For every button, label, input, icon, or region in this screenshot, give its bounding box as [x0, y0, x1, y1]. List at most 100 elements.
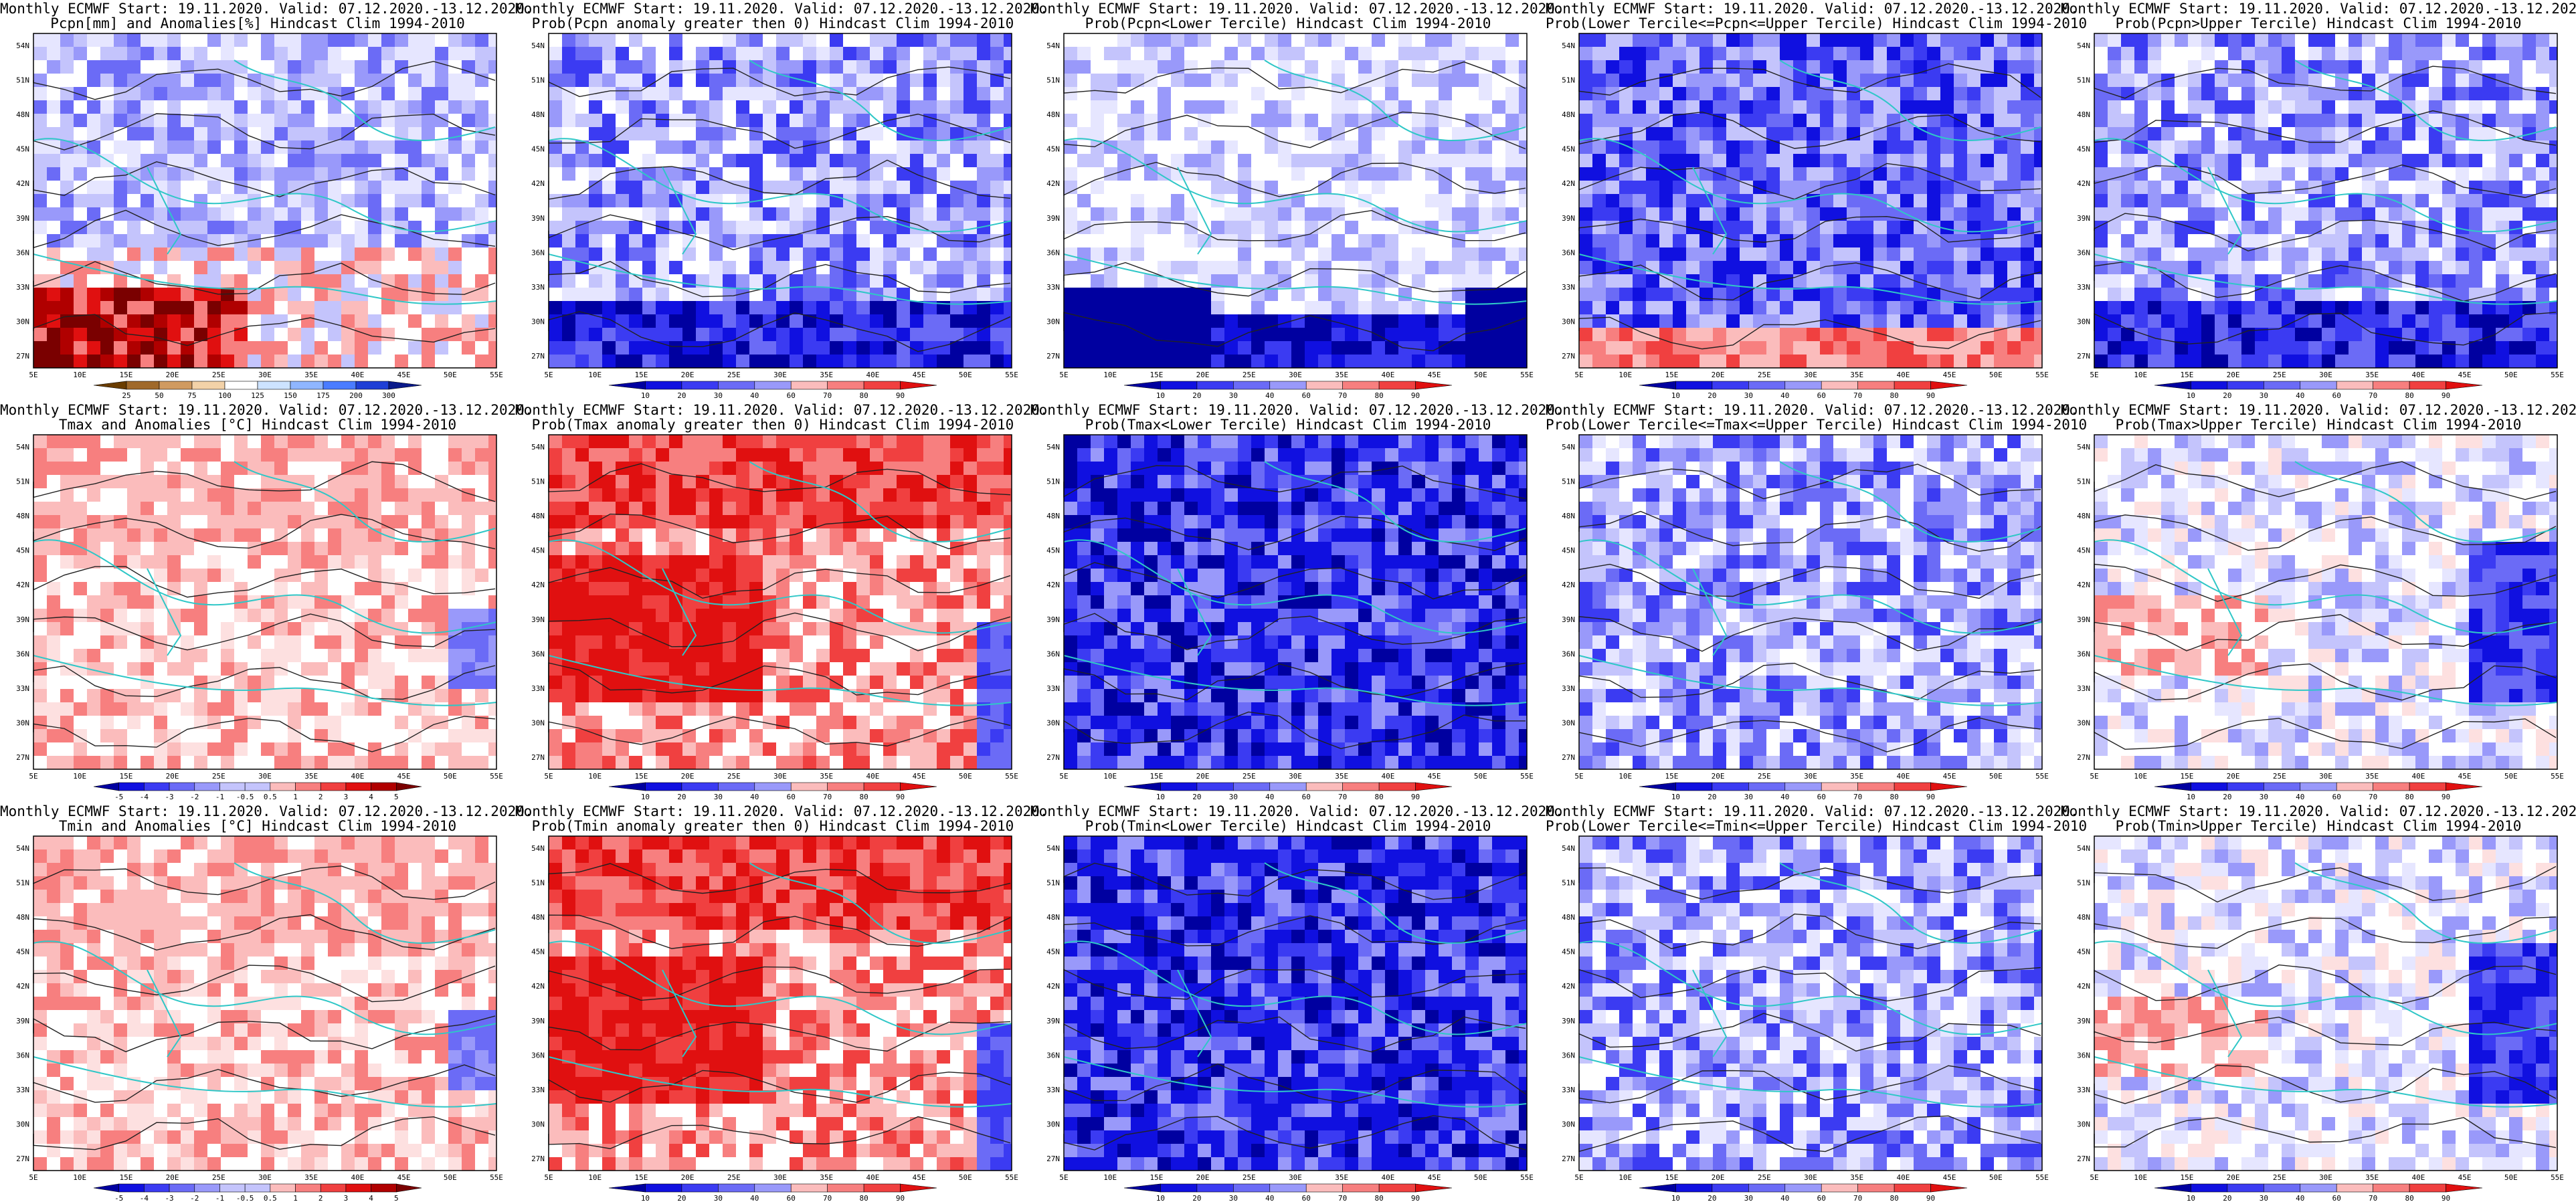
field-cell — [1077, 167, 1091, 181]
field-cell — [408, 207, 422, 221]
field-cell — [154, 341, 167, 355]
field-cell — [1265, 221, 1278, 234]
field-cell — [2241, 114, 2255, 127]
field-cell — [207, 515, 221, 528]
map-panel-pcpn-prob-middle: Monthly ECMWF Start: 19.11.2020. Valid: … — [1546, 0, 2087, 401]
field-cell — [448, 488, 462, 502]
field-cell — [448, 435, 462, 448]
field-cell — [1673, 221, 1686, 234]
field-cell — [274, 60, 288, 74]
field-cell — [2021, 87, 2034, 100]
field-cell — [1331, 74, 1345, 87]
lat-tick-label: 54N — [1046, 41, 1060, 50]
field-cell — [1713, 127, 1726, 140]
field-cell — [2549, 181, 2557, 194]
field-cell — [248, 127, 261, 140]
field-cell — [1900, 194, 1914, 207]
field-cell — [100, 301, 114, 314]
field-cell — [1372, 194, 1385, 207]
field-cell — [776, 74, 790, 87]
field-cell — [642, 127, 656, 140]
field-cell — [1425, 74, 1439, 87]
field-cell — [2161, 288, 2175, 301]
field-cell — [314, 328, 328, 341]
field-cell — [1224, 87, 1238, 100]
field-cell — [221, 194, 234, 207]
field-cell — [194, 207, 207, 221]
colorbar-swatch — [355, 381, 389, 390]
field-cell — [422, 341, 435, 355]
field-cell — [2034, 127, 2042, 140]
lon-tick-label: 25E — [1758, 371, 1771, 379]
field-cell — [355, 33, 368, 47]
lat-tick-label: 42N — [2077, 179, 2090, 188]
field-cell — [181, 33, 194, 47]
field-cell — [422, 74, 435, 87]
field-cell — [1064, 114, 1077, 127]
field-cell — [1104, 33, 1117, 47]
field-cell — [1091, 301, 1104, 314]
field-cell — [1873, 341, 1887, 355]
field-cell — [2161, 167, 2175, 181]
field-cell — [60, 555, 74, 569]
field-cell — [2215, 261, 2228, 274]
field-cell — [1847, 301, 1860, 314]
field-cell — [1592, 341, 1606, 355]
field-cell — [562, 274, 575, 288]
field-cell — [950, 328, 963, 341]
lat-tick-label: 54N — [2077, 41, 2090, 50]
field-cell — [696, 114, 709, 127]
field-cell — [1439, 60, 1452, 74]
field-cell — [207, 194, 221, 207]
field-cell — [1579, 355, 1592, 368]
field-cell — [114, 234, 127, 247]
field-cell — [2161, 314, 2175, 328]
field-cell — [2482, 314, 2496, 328]
field-cell — [589, 234, 602, 247]
field-cell — [60, 462, 74, 475]
field-cell — [1633, 207, 1646, 221]
field-cell — [1004, 341, 1012, 355]
field-cell — [897, 167, 910, 181]
field-cell — [1753, 167, 1766, 181]
field-cell — [1385, 274, 1398, 288]
field-cell — [1004, 314, 1012, 328]
field-cell — [549, 154, 562, 167]
field-cell — [33, 100, 47, 114]
field-cell — [274, 515, 288, 528]
field-cell — [656, 341, 669, 355]
field-cell — [897, 261, 910, 274]
field-cell — [2536, 247, 2549, 261]
field-cell — [803, 261, 816, 274]
field-cell — [2469, 47, 2482, 60]
field-cell — [642, 207, 656, 221]
field-cell — [1064, 100, 1077, 114]
field-cell — [923, 247, 937, 261]
field-cell — [127, 314, 141, 328]
field-cell — [843, 261, 856, 274]
lat-tick-label: 33N — [16, 283, 29, 292]
field-cell — [2482, 221, 2496, 234]
field-cell — [1158, 314, 1171, 328]
field-cell — [2161, 47, 2175, 60]
field-cell — [261, 221, 274, 234]
field-cell — [301, 47, 314, 60]
field-cell — [1144, 301, 1158, 314]
field-cell — [856, 194, 870, 207]
lon-tick-label: 45E — [913, 371, 926, 379]
field-cell — [408, 488, 422, 502]
field-cell — [1900, 87, 1914, 100]
field-cell — [127, 114, 141, 127]
field-cell — [1077, 194, 1091, 207]
field-cell — [602, 74, 616, 87]
field-cell — [1198, 47, 1211, 60]
field-cell — [1184, 207, 1198, 221]
field-cell — [381, 207, 395, 221]
field-cell — [1820, 194, 1833, 207]
field-cell — [977, 328, 990, 341]
contour-line — [1063, 61, 1526, 94]
field-cell — [1131, 341, 1144, 355]
lon-tick-label: 35E — [2365, 371, 2379, 379]
field-cell — [47, 127, 60, 140]
field-cell — [1291, 33, 1305, 47]
